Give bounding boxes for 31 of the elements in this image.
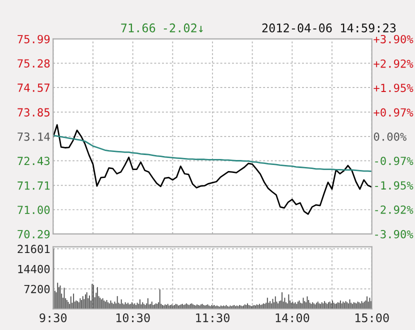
x-tick-label: 10:30 (116, 313, 150, 322)
text: 71.66 (121, 23, 156, 32)
y2-tick-label: -1.95% (375, 181, 414, 190)
y2-tick-label: +3.90% (374, 34, 414, 44)
line-series (53, 124, 372, 215)
y-tick-label: 72.43 (18, 156, 50, 166)
x-tick-label: 15:00 (355, 313, 389, 322)
y-tick-label: 70.29 (18, 230, 50, 238)
y2-tick-label: +1.95% (374, 84, 414, 92)
y2-tick-label: +2.92% (374, 59, 414, 68)
y-tick-label: 7200 (24, 284, 50, 294)
text: -2.02↓ (164, 23, 203, 32)
text: 2012-04-06 14:59:23 (262, 23, 396, 32)
y2-tick-label: 0.00% (374, 132, 406, 141)
x-tick-label: 11:30 (196, 313, 230, 322)
y2-tick-label: +0.97% (374, 108, 414, 117)
y2-tick-label: -3.90% (375, 230, 414, 238)
y-tick-label: 73.85 (18, 108, 50, 117)
line-series (53, 134, 372, 172)
y2-tick-label: -2.92% (375, 205, 414, 214)
x-tick-label: 9:30 (40, 313, 67, 322)
y2-tick-label: -0.97% (375, 156, 414, 166)
y-tick-label: 21601 (18, 244, 50, 254)
y-tick-label: 71.00 (18, 206, 50, 214)
y-tick-label: 71.71 (18, 182, 50, 190)
y-tick-label: 14400 (18, 264, 50, 274)
x-tick-label: 14:00 (276, 313, 310, 322)
y-tick-label: 75.28 (18, 59, 50, 68)
y-tick-label: 73.14 (18, 132, 50, 141)
y-tick-label: 74.57 (18, 84, 50, 92)
y-tick-label: 75.99 (18, 34, 50, 44)
